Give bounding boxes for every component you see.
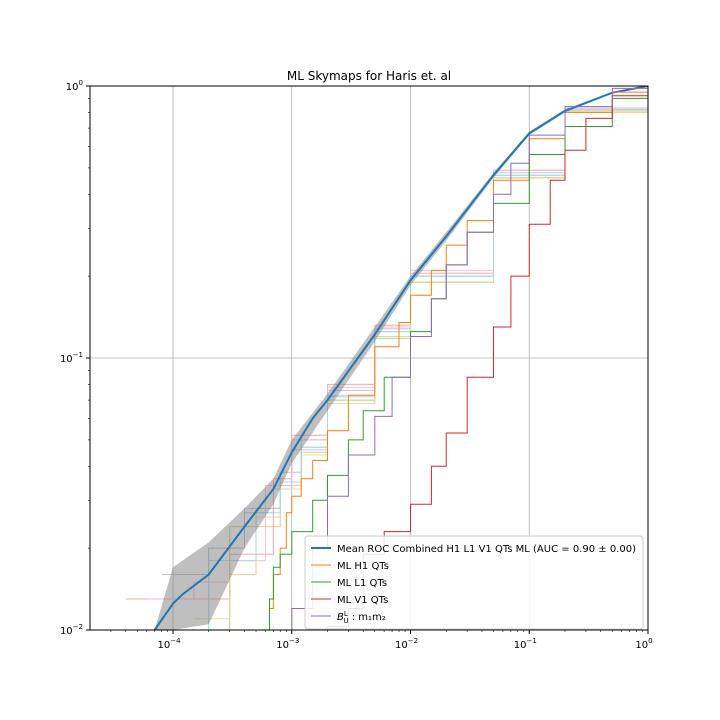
std-band [154, 86, 648, 630]
axis-ticks: 10−4 10−3 10−2 10−1 100 10−2 10−1 100 [60, 79, 653, 651]
series-line-0 [153, 86, 648, 630]
legend-box [304, 535, 644, 630]
y-tick-label-1: 10−1 [60, 351, 83, 365]
y-tick-label-0: 10−2 [60, 623, 83, 637]
legend-label-4: BL U : m₁m₂ [337, 610, 386, 625]
legend-label-2: ML L1 QTs [337, 578, 387, 589]
series-line-4 [280, 86, 648, 630]
legend-label-3: ML V1 QTs [337, 595, 388, 606]
x-tick-label-3: 10−1 [514, 637, 537, 651]
x-tick-label-4: 100 [635, 637, 652, 651]
x-tick-label-0: 10−4 [157, 637, 181, 651]
legend: Mean ROC Combined H1 L1 V1 QTs ML (AUC =… [304, 535, 644, 630]
chart-title: ML Skymaps for Haris et. al [287, 69, 451, 83]
legend-label-0: Mean ROC Combined H1 L1 V1 QTs ML (AUC =… [337, 544, 636, 555]
plot-area [101, 86, 648, 630]
x-tick-label-1: 10−3 [276, 637, 299, 651]
x-tick-label-2: 10−2 [395, 637, 418, 651]
y-tick-label-2: 100 [66, 79, 83, 93]
legend-label-1: ML H1 QTs [337, 561, 389, 572]
